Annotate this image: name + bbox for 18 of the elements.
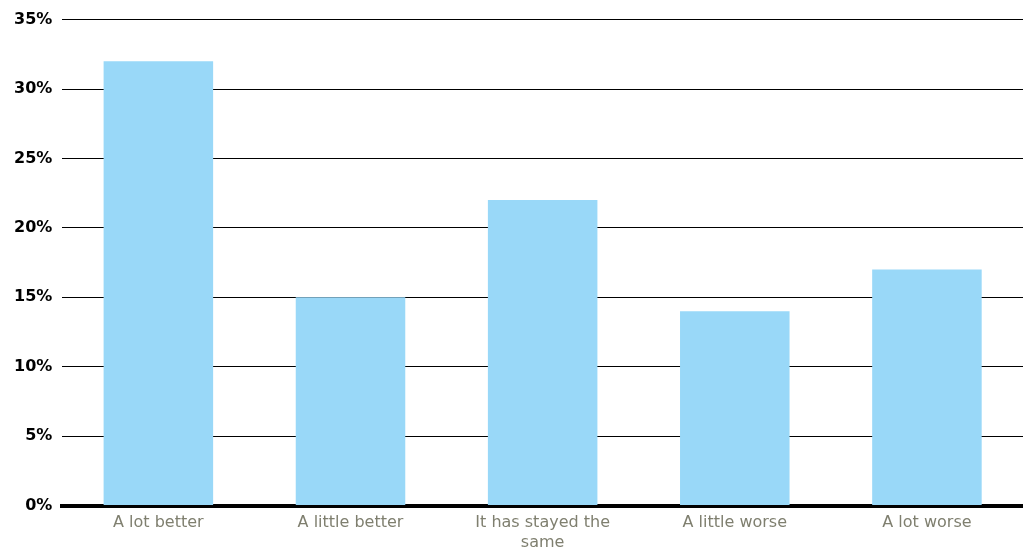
y-tick-label: 15% bbox=[14, 286, 53, 306]
y-tick-label: 20% bbox=[14, 217, 53, 237]
bar bbox=[295, 297, 406, 506]
x-tick-label: A little better bbox=[297, 512, 404, 532]
x-tick-label: A lot better bbox=[113, 512, 205, 532]
x-tick-label: A little worse bbox=[682, 512, 788, 532]
bar bbox=[103, 61, 214, 506]
y-tick-label: 0% bbox=[25, 494, 53, 514]
x-tick-label: It has stayed the same bbox=[475, 512, 610, 551]
y-tick-label: 10% bbox=[14, 355, 53, 375]
bar bbox=[872, 269, 982, 506]
y-tick-label: 25% bbox=[14, 147, 53, 167]
y-tick-label: 30% bbox=[14, 78, 53, 98]
y-tick-label: 5% bbox=[25, 425, 53, 445]
bar bbox=[487, 200, 598, 506]
x-tick-label: A lot worse bbox=[882, 512, 972, 532]
y-tick-label: 35% bbox=[14, 8, 53, 28]
bar bbox=[680, 311, 790, 506]
